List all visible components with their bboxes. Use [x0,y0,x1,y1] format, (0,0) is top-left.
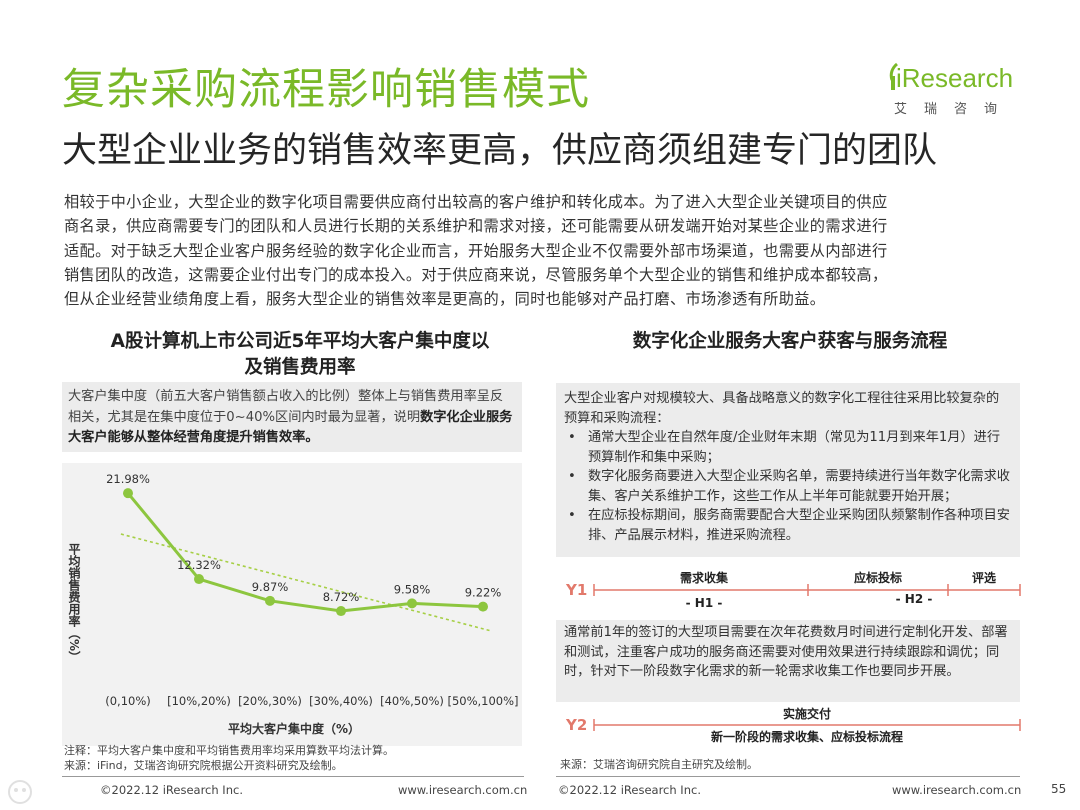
timeline-y2-top: 实施交付 [783,706,831,721]
timeline-y2-label: Y2 [565,716,587,734]
series-line [126,492,484,613]
left-panel-title: A股计算机上市公司近5年平均大客户集中度以 及销售费用率 [70,329,530,381]
page-title: 复杂采购流程影响销售模式 [62,65,590,115]
intro-paragraph: 相较于中小企业，大型企业的数字化项目需要供应商付出较高的客户维护和转化成本。为了… [64,190,1030,311]
page-subtitle: 大型企业业务的销售效率更高，供应商须组建专门的团队 [62,131,938,171]
x-tick-label: [20%,30%) [238,694,302,708]
data-label: 12.32% [177,558,221,572]
x-axis-label: 平均大客户集中度（%） [228,721,360,736]
left-title-line: 及销售费用率 [244,357,356,378]
data-point [407,598,417,609]
x-tick-label: [50%,100%] [447,694,518,708]
data-point [123,488,133,499]
intro-line: 销售团队的改造，这需要企业付出专门的成本投入。对于供应商来说，尽管服务单个大型企… [64,265,888,284]
footer-divider-right [556,776,1020,777]
left-title-line: A股计算机上市公司近5年平均大客户集中度以 [110,331,490,352]
x-tick-label: [40%,50%) [380,694,444,708]
footnote-line: 注释：平均大客户集中度和平均销售费用率均采用算数平均法计算。 [64,744,394,757]
bullet-item: 数字化服务商要进入大型企业采购名单，需要持续进行当年数字化需求收集、客户关系维护… [564,467,1012,506]
right-panel-title: 数字化企业服务大客户获客与服务流程 [632,331,948,352]
x-tick-label: [10%,20%) [167,694,231,708]
process-bullets: 通常大型企业在自然年度/企业财年末期（常见为11月到来年1月）进行预算制作和集中… [564,428,1012,545]
logo-swoosh-icon [889,62,898,90]
left-note-bold: 数字化企业服务大客户能够从整体经营角度提升销售效率。 [68,409,513,446]
data-label: 9.58% [394,582,431,596]
data-label: 8.72% [323,590,360,604]
iresearch-logo: iResearch 艾瑞咨询 [888,60,1038,124]
data-point [336,606,346,617]
line-chart: 平均销售费用率（%） 平均大客户集中度（%） 21.98% (0,10%) 12.3… [67,472,519,736]
source-line: 来源：iFind，艾瑞咨询研究院根据公开资料研究及绘制。 [64,758,343,772]
footer-copyright-left: ©2022.12 iResearch Inc. [100,783,243,797]
footer-divider-left [62,776,524,777]
timeline-y2: Y2 实施交付 新一阶段的需求收集、应标投标流程 [556,704,1026,748]
footer-copyright-right: ©2022.12 iResearch Inc. [558,783,701,797]
right-source: 来源：艾瑞咨询研究院自主研究及绘制。 [560,758,758,771]
left-note-text: 大客户集中度（前五大客户销售额占收入的比例）整体上与销售费用率呈反相关，尤其是在… [68,389,504,425]
footer-url-left: www.iresearch.com.cn [398,783,528,797]
logo-cn-text: 艾瑞咨询 [894,102,1015,117]
page-number: 55 [1051,782,1067,796]
data-point [265,595,275,606]
data-point [194,574,204,585]
left-note-box: 大客户集中度（前五大客户销售额占收入的比例）整体上与销售费用率呈反相关，尤其是在… [62,382,522,452]
data-point [478,601,488,612]
timeline-y1-graphic: Y1 需求收集 应标投标 评选 - H1 - - H2 - [565,570,1021,610]
x-tick-label: [30%,40%) [309,694,373,708]
implementation-box: 通常前1年的签订的大型项目需要在次年花费数月时间进行定制化开发、部署和测试，注重… [556,620,1020,702]
data-label: 9.87% [252,580,289,594]
watermark-icon [8,780,32,804]
trend-line [120,533,491,632]
bullet-item: 通常大型企业在自然年度/企业财年末期（常见为11月到来年1月）进行预算制作和集中… [564,428,1012,467]
footer-url-right: www.iresearch.com.cn [892,783,1022,797]
timeline-seg-evaluation: 评选 [972,570,996,585]
intro-line: 适配。对于缺乏大型企业客户服务经验的数字化企业而言，开始服务大型企业不仅需要外部… [64,241,888,260]
y-axis-label: 平均销售费用率（%） [67,543,81,663]
intro-line: 商名录，供应商需要专门的团队和人员进行长期的关系维护和需求对接，还可能需要从研发… [64,217,888,236]
watermark [6,778,146,808]
x-tick-label: (0,10%) [105,694,151,708]
chart-area: 平均销售费用率（%） 平均大客户集中度（%） 21.98% (0,10%) 12.3… [62,463,522,746]
intro-line: 相较于中小企业，大型企业的数字化项目需要供应商付出较高的客户维护和转化成本。为了… [64,193,888,211]
bullet-item: 在应标投标期间，服务商需要配合大型企业采购团队频繁制作各种项目安排、产品展示材料… [564,506,1012,545]
data-label: 21.98% [106,472,150,486]
timeline-y1: Y1 需求收集 应标投标 评选 - H1 - - H2 - [556,566,1026,618]
timeline-h1: - H1 - [686,596,723,610]
left-footnote: 注释：平均大客户集中度和平均销售费用率均采用算数平均法计算。 来源：iFind，… [64,744,394,773]
data-label: 9.22% [465,586,502,600]
process-intro: 大型企业客户对规模较大、具备战略意义的数字化工程往往采用比较复杂的预算和采购流程… [564,391,1000,426]
procurement-process-box: 大型企业客户对规模较大、具备战略意义的数字化工程往往采用比较复杂的预算和采购流程… [556,383,1020,557]
timeline-seg-bidding: 应标投标 [854,570,902,585]
timeline-y2-bottom: 新一阶段的需求收集、应标投标流程 [711,729,903,744]
intro-line: 但从企业经营业绩角度上看，服务大型企业的销售效率是更高的，同时也能够对产品打磨、… [64,290,826,309]
timeline-seg-demand: 需求收集 [680,570,729,585]
logo-text: iResearch [896,63,1014,93]
timeline-y2-graphic: Y2 实施交付 新一阶段的需求收集、应标投标流程 [565,706,1021,744]
timeline-h2: - H2 - [896,592,933,606]
timeline-y1-label: Y1 [565,581,587,599]
